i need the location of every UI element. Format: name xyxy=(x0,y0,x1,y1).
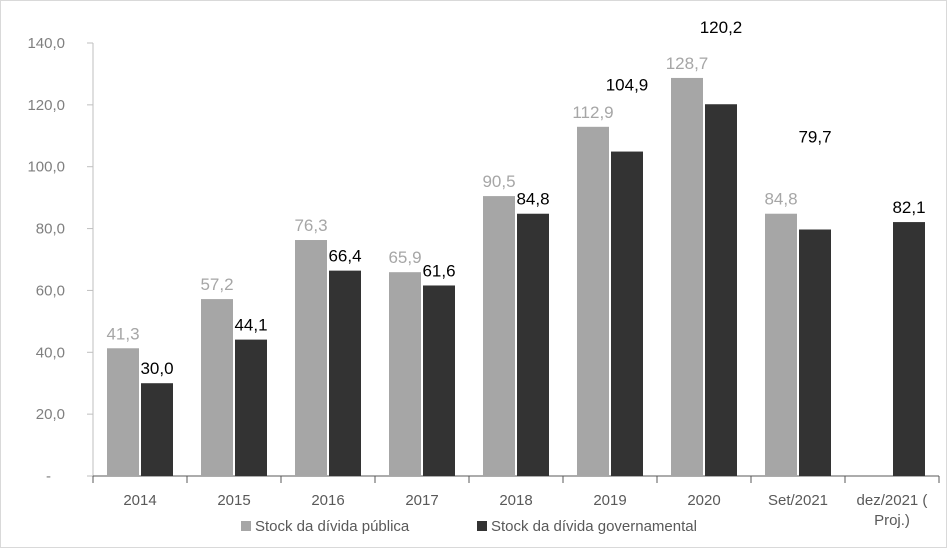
data-label-divida-governamental: 79,7 xyxy=(798,127,831,146)
data-label-divida-publica: 41,3 xyxy=(106,324,139,343)
data-label-divida-publica: 76,3 xyxy=(294,216,327,235)
data-label-divida-governamental: 104,9 xyxy=(606,76,649,95)
x-category-label: 2016 xyxy=(311,492,344,509)
y-tick-label: 100,0 xyxy=(27,159,65,176)
data-label-divida-governamental: 61,6 xyxy=(422,261,455,280)
x-category-label: 2014 xyxy=(123,492,156,509)
bar-divida-publica xyxy=(201,299,233,476)
data-label-divida-governamental: 66,4 xyxy=(328,247,361,266)
data-label-divida-governamental: 44,1 xyxy=(234,316,267,335)
data-label-divida-publica: 128,7 xyxy=(666,54,709,73)
data-label-divida-governamental: 120,2 xyxy=(700,18,743,37)
x-category-label: Set/2021 xyxy=(768,492,828,509)
x-category-label: dez/2021 ( xyxy=(857,492,928,509)
data-label-divida-publica: 112,9 xyxy=(572,103,613,122)
data-label-divida-governamental: 30,0 xyxy=(140,359,173,378)
bar-divida-publica xyxy=(389,272,421,476)
bar-divida-governamental xyxy=(799,229,831,476)
data-label-divida-publica: 65,9 xyxy=(388,248,421,267)
bar-divida-publica xyxy=(671,77,703,477)
bar-divida-governamental xyxy=(611,151,643,477)
bar-divida-publica xyxy=(577,126,609,476)
data-label-divida-governamental: 82,1 xyxy=(892,198,925,217)
x-category-label: 2018 xyxy=(499,492,532,509)
legend-swatch-divida-publica xyxy=(241,521,251,531)
y-tick-label: 40,0 xyxy=(36,344,65,361)
bar-divida-publica xyxy=(765,213,797,476)
y-tick-label: 120,0 xyxy=(27,97,65,114)
y-tick-label: 60,0 xyxy=(36,282,65,299)
bar-divida-governamental xyxy=(329,270,361,476)
bar-divida-publica xyxy=(107,348,139,476)
data-label-divida-governamental: 84,8 xyxy=(516,190,549,209)
x-category-label: 2020 xyxy=(687,492,720,509)
bar-divida-publica xyxy=(483,196,515,476)
bar-divida-governamental xyxy=(893,222,925,476)
bar-divida-governamental xyxy=(705,104,737,476)
y-tick-label: 80,0 xyxy=(36,221,65,238)
legend-label-divida-governamental: Stock da dívida governamental xyxy=(491,518,697,535)
y-tick-label: - xyxy=(46,468,51,485)
x-category-label: Proj.) xyxy=(874,512,910,529)
bar-divida-governamental xyxy=(141,383,173,476)
bar-divida-governamental xyxy=(517,213,549,476)
y-tick-label: 20,0 xyxy=(36,406,65,423)
bar-divida-governamental xyxy=(235,339,267,476)
data-label-divida-publica: 84,8 xyxy=(764,190,797,209)
data-label-divida-publica: 57,2 xyxy=(200,275,233,294)
legend-swatch-divida-governamental xyxy=(477,521,487,531)
bar-divida-governamental xyxy=(423,285,455,476)
legend-label-divida-publica: Stock da dívida pública xyxy=(255,518,410,535)
data-label-divida-publica: 90,5 xyxy=(482,172,515,191)
x-category-label: 2017 xyxy=(405,492,438,509)
x-category-label: 2015 xyxy=(217,492,250,509)
x-category-label: 2019 xyxy=(593,492,626,509)
bar-divida-publica xyxy=(295,240,327,476)
y-tick-label: 140,0 xyxy=(27,35,65,52)
